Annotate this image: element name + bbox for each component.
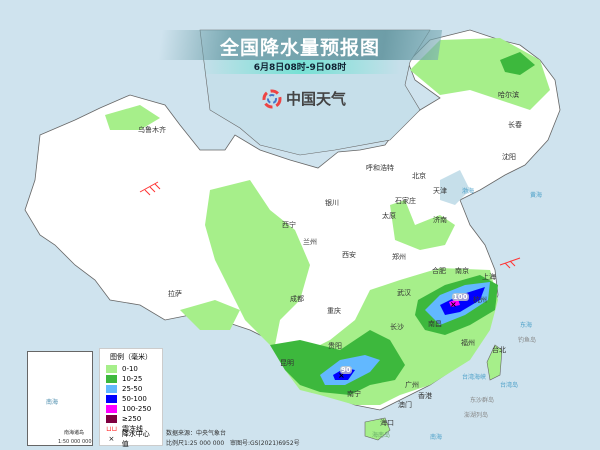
city-label: 哈尔滨 — [498, 91, 519, 99]
legend-item: 0-10 — [106, 364, 156, 374]
legend-item: 10-25 — [106, 374, 156, 384]
city-label: 杭州 — [473, 296, 487, 304]
city-label: 海口 — [380, 419, 394, 427]
city-label: 拉萨 — [168, 290, 182, 298]
city-label: 沈阳 — [502, 153, 516, 161]
city-label: 南宁 — [347, 390, 361, 398]
city-label: 银川 — [325, 199, 339, 207]
city-label: 福州 — [461, 339, 475, 347]
legend-item: 25-50 — [106, 384, 156, 394]
city-label: 合肥 — [432, 267, 446, 275]
logo-text: 中国天气 — [286, 90, 347, 108]
sea-label: 台湾岛 — [500, 382, 519, 389]
sea-label: 东海 — [520, 322, 533, 329]
sea-label: 澎湖列岛 — [464, 412, 489, 419]
legend: 图例（毫米） 0-10 10-25 25-50 50-100 100-250 ≥… — [99, 348, 163, 448]
city-label: 西安 — [342, 251, 356, 259]
city-label: 南昌 — [428, 320, 442, 328]
rain-areas — [105, 38, 550, 405]
city-label: 天津 — [433, 187, 447, 195]
sea-label: 海南岛 — [372, 432, 391, 439]
sea-label: 黄海 — [530, 192, 543, 199]
city-label: 郑州 — [392, 253, 406, 261]
city-label: 石家庄 — [395, 197, 416, 205]
city-label: 上海 — [482, 273, 496, 281]
city-label: 贵阳 — [328, 342, 342, 350]
subtitle-band — [200, 60, 400, 74]
legend-item: 50-100 — [106, 394, 156, 404]
sea-label: 钓鱼岛 — [518, 337, 537, 344]
inset-sea-label: 南海 — [46, 399, 59, 406]
city-label: 长沙 — [390, 323, 404, 331]
rain-center-value: 100 — [452, 293, 469, 301]
sea-label: 东沙群岛 — [470, 397, 495, 404]
map-subtitle: 6月8日08时-9日08时 — [253, 63, 347, 73]
svg-text:×: × — [450, 300, 457, 309]
city-label: 兰州 — [303, 238, 317, 246]
city-label: 太原 — [382, 212, 396, 220]
sea-label: 台湾海峡 — [462, 374, 487, 381]
city-label: 广州 — [405, 381, 419, 389]
legend-item: ≥250 — [106, 414, 156, 424]
city-label: 澳门 — [398, 401, 412, 409]
city-label: 成都 — [290, 295, 304, 303]
map-title: 全国降水量预报图 — [219, 37, 380, 59]
city-label: 重庆 — [327, 307, 341, 315]
city-label: 昆明 — [280, 359, 294, 367]
sea-label: 南海 — [430, 434, 443, 441]
city-label: 西宁 — [282, 221, 296, 229]
svg-text:×: × — [338, 371, 345, 380]
frost-line — [139, 181, 521, 269]
city-label: 济南 — [433, 216, 447, 224]
inset-scale: 1:50 000 000 — [58, 439, 92, 445]
hainan — [364, 417, 391, 441]
city-label: 香港 — [418, 392, 432, 400]
legend-center: × 降水中心值 — [106, 430, 156, 448]
rain-center-markers: ×× — [338, 300, 457, 380]
city-label: 乌鲁木齐 — [138, 126, 166, 134]
city-label: 长春 — [508, 121, 522, 129]
south-china-sea-inset: 南海 南海诸岛 1:50 000 000 — [27, 351, 93, 446]
china-weather-logo: 中国天气 — [262, 88, 346, 109]
inset-label: 南海诸岛 — [64, 430, 85, 436]
city-label: 北京 — [412, 172, 426, 180]
taiwan — [486, 344, 503, 381]
city-label: 台北 — [492, 346, 506, 354]
city-label: 武汉 — [397, 289, 411, 297]
bohai-sea — [440, 170, 470, 205]
legend-frost: ⊔⊔ 霜冻线 — [106, 425, 143, 433]
legend-title: 图例（毫米） — [110, 353, 152, 361]
frost-line-icon: ⊔⊔ — [106, 425, 117, 433]
city-label: 呼和浩特 — [366, 164, 394, 172]
scale-review: 比例尺1:25 000 000 审图号:GS(2021)6952号 — [166, 440, 300, 447]
city-label: 南京 — [455, 267, 469, 275]
rain-center-value: 90 — [340, 366, 352, 374]
logo-swirl-icon — [262, 89, 282, 108]
sea-label: 渤海 — [462, 188, 475, 195]
cross-icon: × — [108, 435, 115, 443]
data-source: 数据来源：中央气象台 — [166, 430, 227, 437]
legend-item: 100-250 — [106, 404, 156, 414]
